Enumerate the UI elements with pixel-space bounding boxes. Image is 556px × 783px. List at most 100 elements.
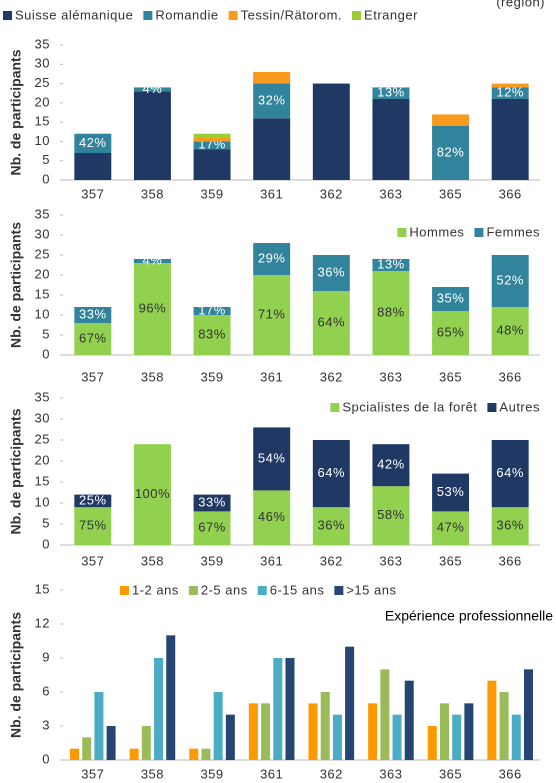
y-tick-label: 3 [42, 717, 50, 732]
bar [523, 669, 533, 760]
bar [452, 714, 462, 760]
bar [261, 703, 271, 760]
percent-label: 48% [496, 322, 524, 337]
bar [511, 714, 521, 760]
x-tick-label: 359 [200, 766, 223, 781]
x-tick-label: 359 [200, 553, 223, 568]
y-tick-label: 0 [42, 751, 50, 766]
x-tick-label: 362 [320, 553, 343, 568]
bar [439, 703, 449, 760]
legend-swatch [228, 11, 238, 20]
bar-segment [372, 99, 410, 180]
legend-swatch [334, 586, 344, 595]
y-tick-label: 10 [35, 133, 50, 148]
legend-label: Tessin/Rätorom. [241, 7, 342, 22]
legend-label: 2-5 ans [201, 582, 248, 597]
y-tick-label: 0 [42, 346, 50, 361]
y-axis-label: Nb. de participants [8, 49, 24, 175]
percent-label: 82% [437, 144, 465, 159]
y-tick-label: 35 [35, 389, 50, 404]
x-tick-label: 361 [260, 369, 283, 384]
bar-segment [491, 255, 529, 307]
y-tick-label: 0 [42, 171, 50, 186]
percent-label: 33% [198, 494, 226, 509]
legend-label: Etranger [364, 7, 418, 22]
bar [320, 692, 330, 760]
y-tick-label: 35 [35, 206, 50, 221]
bar [201, 748, 211, 760]
bar [82, 737, 92, 760]
x-tick-label: 359 [200, 369, 223, 384]
percent-label: 33% [79, 306, 107, 321]
bar-segment [193, 137, 231, 142]
y-tick-label: 0 [42, 536, 50, 551]
y-tick-label: 12 [35, 615, 50, 630]
bar [166, 635, 176, 760]
bar [404, 680, 414, 760]
y-tick-label: 20 [35, 94, 50, 109]
percent-label: 42% [377, 457, 405, 472]
legend-swatch [397, 228, 407, 237]
y-tick-label: 15 [35, 473, 50, 488]
percent-label: 47% [437, 520, 465, 535]
bar-segment [491, 507, 529, 545]
bar [464, 703, 474, 760]
x-tick-label: 366 [499, 369, 522, 384]
bar [189, 748, 199, 760]
percent-label: 71% [258, 306, 286, 321]
legend-swatch [352, 11, 362, 20]
percent-label: 52% [496, 272, 524, 287]
x-tick-label: 362 [320, 766, 343, 781]
bar [129, 748, 139, 760]
percent-label: 36% [318, 518, 346, 533]
bar [427, 726, 437, 760]
percent-label: 42% [79, 135, 107, 150]
x-tick-label: 366 [499, 186, 522, 201]
y-tick-label: 5 [42, 152, 50, 167]
bar-segment [133, 91, 171, 180]
bar [141, 726, 151, 760]
bar-segment [253, 118, 291, 180]
legend-swatch [120, 586, 129, 595]
percent-label: 25% [79, 492, 107, 507]
y-tick-label: 25 [35, 431, 50, 446]
x-tick-label: 365 [439, 369, 462, 384]
percent-label: 100% [135, 486, 170, 501]
bar-segment [193, 511, 231, 545]
bar-segment [193, 315, 231, 355]
percent-label: 46% [258, 509, 286, 524]
x-tick-label: 359 [200, 186, 223, 201]
y-axis-label: Nb. de participants [8, 222, 24, 348]
y-tick-label: 30 [35, 410, 50, 425]
bar-segment [372, 486, 410, 545]
percent-label: 4% [143, 252, 163, 267]
bar-segment [432, 311, 470, 355]
bar-segment [312, 291, 350, 355]
bar [273, 658, 283, 760]
y-tick-label: 20 [35, 266, 50, 281]
x-tick-label: 366 [499, 553, 522, 568]
x-tick-label: 362 [320, 186, 343, 201]
legend-swatch [143, 11, 153, 20]
percent-label: 32% [258, 92, 286, 107]
percent-label: 58% [377, 507, 405, 522]
percent-label: 13% [377, 85, 405, 100]
percent-label: 35% [437, 290, 465, 305]
percent-label: 64% [496, 465, 524, 480]
bar-segment [253, 275, 291, 355]
bar-segment [312, 507, 350, 545]
x-tick-label: 357 [81, 369, 104, 384]
x-tick-label: 365 [439, 766, 462, 781]
legend-label: Autres [499, 399, 540, 414]
y-axis-label: Nb. de participants [8, 612, 24, 738]
bar-segment [133, 263, 171, 355]
legend-label: Suisse alémanique [15, 7, 133, 22]
x-tick-label: 358 [141, 369, 164, 384]
legend-swatch [3, 11, 12, 20]
legend-label: 1-2 ans [132, 582, 179, 597]
bar-segment [432, 511, 470, 545]
legend-label: Romandie [155, 7, 218, 22]
percent-label: 67% [79, 330, 107, 345]
bar-segment [372, 259, 410, 271]
